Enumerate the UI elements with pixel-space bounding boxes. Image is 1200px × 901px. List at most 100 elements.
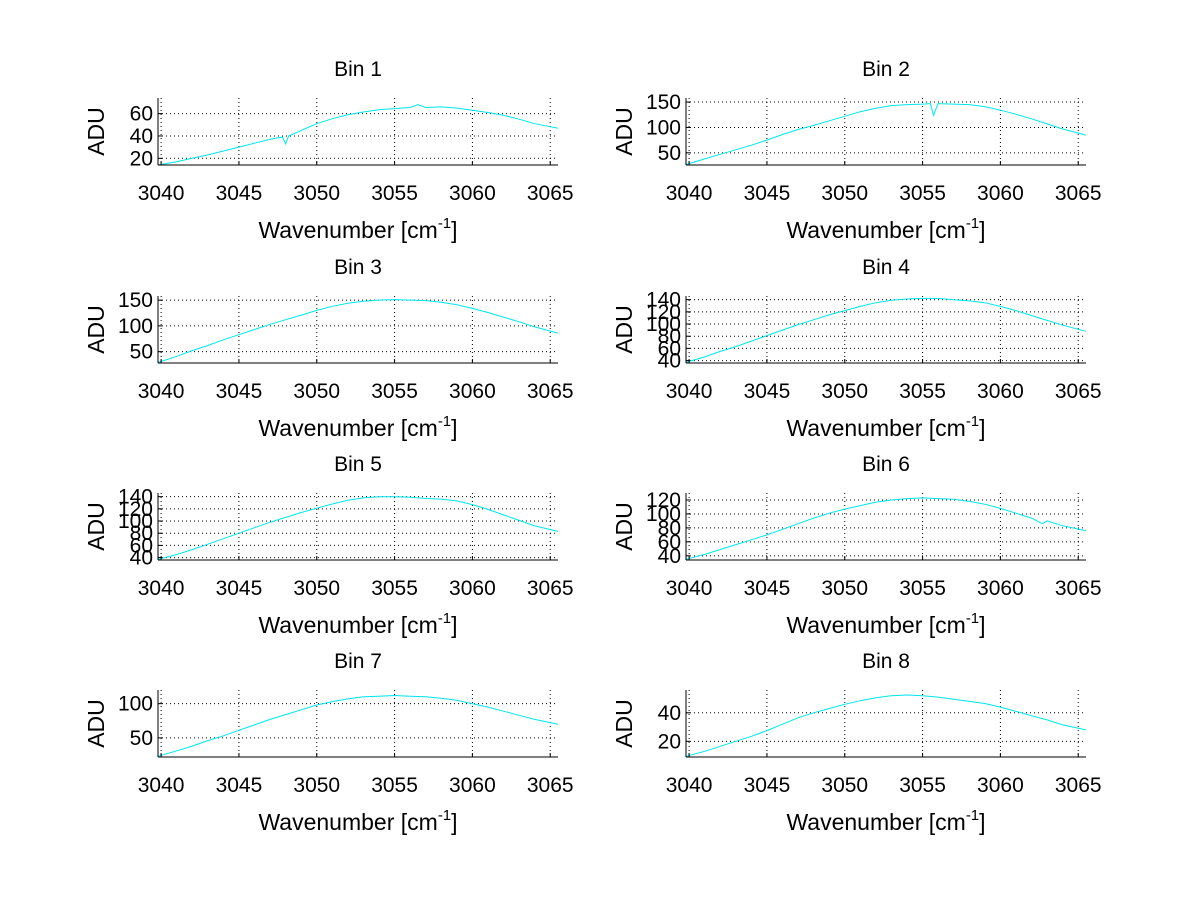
x-tick-label: 3040: [666, 182, 713, 205]
y-tick-label: 20: [658, 730, 681, 753]
y-tick-label: 40: [658, 545, 681, 568]
y-tick-label: 40: [658, 350, 681, 373]
x-tick-label: 3060: [977, 577, 1024, 600]
series-line: [157, 694, 559, 757]
x-tick-label: 3065: [527, 774, 574, 797]
x-tick-label: 3050: [821, 380, 868, 403]
y-tick-label: 40: [130, 547, 153, 570]
y-tick-label: 140: [118, 486, 153, 509]
y-tick-label: 100: [646, 503, 681, 526]
y-axis-label: ADU: [611, 107, 637, 156]
y-tick-label: 40: [130, 125, 153, 148]
x-axis-label: Wavenumber [cm-1]: [786, 807, 985, 835]
x-tick-label: 3050: [293, 774, 340, 797]
y-tick-label: 50: [130, 727, 153, 750]
x-axis-label: Wavenumber [cm-1]: [258, 807, 457, 835]
x-tick-label: 3065: [1055, 380, 1102, 403]
y-tick-label: 50: [130, 341, 153, 364]
x-tick-label: 3050: [821, 774, 868, 797]
x-tick-label: 3060: [449, 577, 496, 600]
x-tick-label: 3065: [527, 182, 574, 205]
y-axis-label: ADU: [83, 107, 109, 156]
x-tick-label: 3060: [977, 774, 1024, 797]
subplot-title: Bin 3: [334, 256, 382, 279]
y-tick-label: 100: [118, 510, 153, 533]
y-tick-label: 120: [118, 498, 153, 521]
y-tick-label: 100: [118, 693, 153, 716]
x-axis-label: Wavenumber [cm-1]: [258, 215, 457, 243]
x-tick-label: 3055: [371, 380, 418, 403]
subplot-title: Bin 4: [862, 256, 910, 279]
x-tick-label: 3055: [899, 182, 946, 205]
x-tick-label: 3055: [371, 182, 418, 205]
x-axis-label: Wavenumber [cm-1]: [258, 610, 457, 638]
x-tick-label: 3045: [216, 182, 263, 205]
x-tick-label: 3065: [1055, 577, 1102, 600]
y-axis-label: ADU: [611, 305, 637, 354]
series-line: [685, 694, 1087, 757]
y-tick-label: 60: [658, 337, 681, 360]
subplot-title: Bin 1: [334, 58, 382, 81]
y-tick-label: 60: [130, 534, 153, 557]
series-line: [685, 103, 1087, 165]
series-line: [685, 297, 1087, 363]
subplot-title: Bin 2: [862, 58, 910, 81]
y-tick-label: 140: [646, 289, 681, 312]
x-tick-label: 3055: [899, 774, 946, 797]
series-line: [157, 104, 559, 166]
y-tick-label: 60: [130, 103, 153, 126]
x-tick-label: 3045: [744, 182, 791, 205]
x-tick-label: 3045: [216, 774, 263, 797]
x-tick-label: 3050: [293, 577, 340, 600]
y-tick-label: 80: [658, 517, 681, 540]
y-tick-label: 80: [658, 325, 681, 348]
x-axis-label: Wavenumber [cm-1]: [786, 413, 985, 441]
x-axis-label: Wavenumber [cm-1]: [786, 215, 985, 243]
x-tick-label: 3040: [138, 380, 185, 403]
y-tick-label: 80: [130, 522, 153, 545]
y-axis-label: ADU: [83, 502, 109, 551]
y-tick-label: 100: [646, 116, 681, 139]
x-tick-label: 3060: [449, 774, 496, 797]
x-tick-label: 3050: [293, 182, 340, 205]
y-axis-label: ADU: [83, 699, 109, 748]
x-tick-label: 3060: [977, 380, 1024, 403]
y-axis-label: ADU: [83, 305, 109, 354]
x-tick-label: 3065: [1055, 182, 1102, 205]
y-tick-label: 50: [658, 142, 681, 165]
x-tick-label: 3045: [216, 380, 263, 403]
y-tick-label: 20: [130, 147, 153, 170]
x-tick-label: 3045: [744, 380, 791, 403]
x-tick-label: 3055: [899, 380, 946, 403]
subplot-8: 3040 3045 3050 3055 3060 3065 20 40 Bin 8 Wavenum…: [611, 650, 1102, 835]
series-line: [157, 496, 559, 560]
x-tick-label: 3050: [821, 577, 868, 600]
y-tick-label: 100: [646, 313, 681, 336]
y-tick-label: 150: [646, 91, 681, 114]
x-tick-label: 3045: [744, 577, 791, 600]
x-tick-label: 3060: [449, 380, 496, 403]
x-tick-label: 3040: [666, 577, 713, 600]
subplot-title: Bin 5: [334, 453, 382, 476]
y-tick-label: 60: [658, 531, 681, 554]
x-tick-label: 3060: [977, 182, 1024, 205]
x-tick-label: 3065: [527, 577, 574, 600]
x-tick-label: 3045: [744, 774, 791, 797]
x-tick-label: 3040: [666, 774, 713, 797]
x-tick-label: 3060: [449, 182, 496, 205]
series-line: [157, 299, 559, 363]
y-axis-label: ADU: [611, 699, 637, 748]
x-tick-label: 3055: [899, 577, 946, 600]
subplot-title: Bin 8: [862, 650, 910, 673]
subplot-title: Bin 7: [334, 650, 382, 673]
x-tick-label: 3055: [371, 577, 418, 600]
x-axis-label: Wavenumber [cm-1]: [258, 413, 457, 441]
y-axis-label: ADU: [611, 502, 637, 551]
x-tick-label: 3040: [138, 774, 185, 797]
x-tick-label: 3040: [666, 380, 713, 403]
